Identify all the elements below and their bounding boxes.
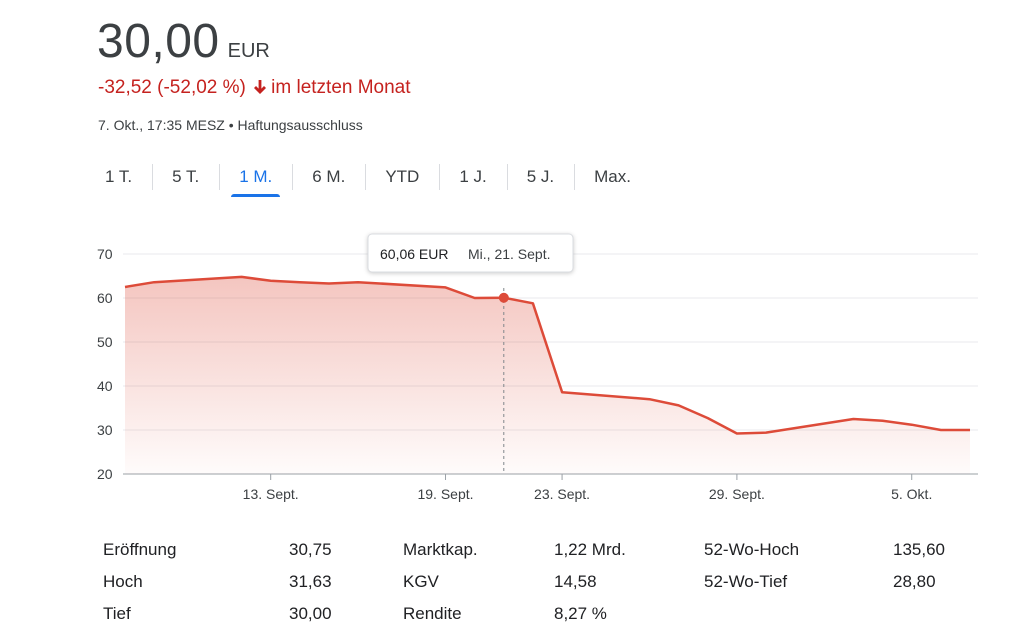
bullet-separator: • [228, 117, 234, 133]
tab-1-month[interactable]: 1 M. [219, 160, 292, 197]
arrow-down-icon [253, 79, 267, 101]
price-change: -32,52 (-52,02 %) im letzten Monat [98, 77, 411, 101]
tooltip-box [367, 233, 574, 273]
stat-label: Eröffnung [103, 540, 177, 559]
range-tabs: 1 T. 5 T. 1 M. 6 M. YTD 1 J. 5 J. Max. [85, 160, 651, 198]
x-tick-label: 19. Sept. [417, 486, 473, 502]
y-tick-label: 40 [97, 378, 113, 394]
x-tick-label: 29. Sept. [709, 486, 765, 502]
change-period: im letzten Monat [271, 77, 411, 98]
stat-label: Hoch [103, 572, 143, 591]
disclaimer-link[interactable]: Haftungsausschluss [237, 117, 363, 133]
stat-label: KGV [403, 572, 439, 591]
series-line [124, 275, 970, 435]
stat-value: 28,80 [893, 572, 936, 591]
stat-value: 30,00 [289, 604, 332, 623]
tab-6-months[interactable]: 6 M. [292, 160, 365, 194]
x-tick-label: 23. Sept. [534, 486, 590, 502]
y-tick-label: 70 [97, 246, 113, 262]
stat-label: Marktkap. [403, 540, 478, 559]
hover-point [498, 292, 509, 303]
stat-value: 31,63 [289, 572, 332, 591]
y-tick-label: 60 [97, 290, 113, 306]
tooltip-date: Mi., 21. Sept. [468, 246, 550, 262]
price-chart[interactable]: 20 30 40 50 60 70 13. Sept. 19. Sept. 23. Sept. 2… [0, 220, 1024, 520]
tab-5-years[interactable]: 5 J. [506, 160, 574, 194]
stat-value: 14,58 [554, 572, 597, 591]
y-tick-label: 30 [97, 422, 113, 438]
x-tick-label: 13. Sept. [243, 486, 299, 502]
series-area [125, 276, 970, 474]
tab-ytd[interactable]: YTD [365, 160, 439, 194]
y-tick-label: 50 [97, 334, 113, 350]
tab-max[interactable]: Max. [574, 160, 651, 194]
chart-tooltip: 60,06 EUR Mi., 21. Sept. [367, 233, 574, 273]
tab-1-day[interactable]: 1 T. [105, 167, 133, 186]
tab-5-days[interactable]: 5 T. [152, 160, 219, 194]
tooltip-value: 60,06 EUR [380, 246, 448, 262]
quote-timestamp: 7. Okt., 17:35 MESZ [98, 117, 225, 133]
price-header: 30,00 EUR [97, 14, 270, 69]
stat-label: 52-Wo-Hoch [704, 540, 800, 559]
stat-value: 8,27 % [554, 604, 607, 623]
stat-value: 1,22 Mrd. [554, 540, 626, 559]
quote-meta: 7. Okt., 17:35 MESZ • Haftungsausschluss [98, 117, 363, 133]
stat-label: 52-Wo-Tief [704, 572, 788, 591]
currency-label: EUR [227, 40, 270, 62]
y-tick-label: 20 [97, 466, 113, 482]
stat-value: 135,60 [893, 540, 945, 559]
stat-value: 30,75 [289, 540, 332, 559]
change-value: -32,52 (-52,02 %) [98, 77, 246, 98]
current-price: 30,00 [97, 15, 220, 68]
stat-label: Rendite [403, 604, 462, 623]
x-tick-label: 5. Okt. [891, 486, 932, 502]
tab-1-year[interactable]: 1 J. [439, 160, 506, 194]
stat-label: Tief [103, 604, 131, 623]
